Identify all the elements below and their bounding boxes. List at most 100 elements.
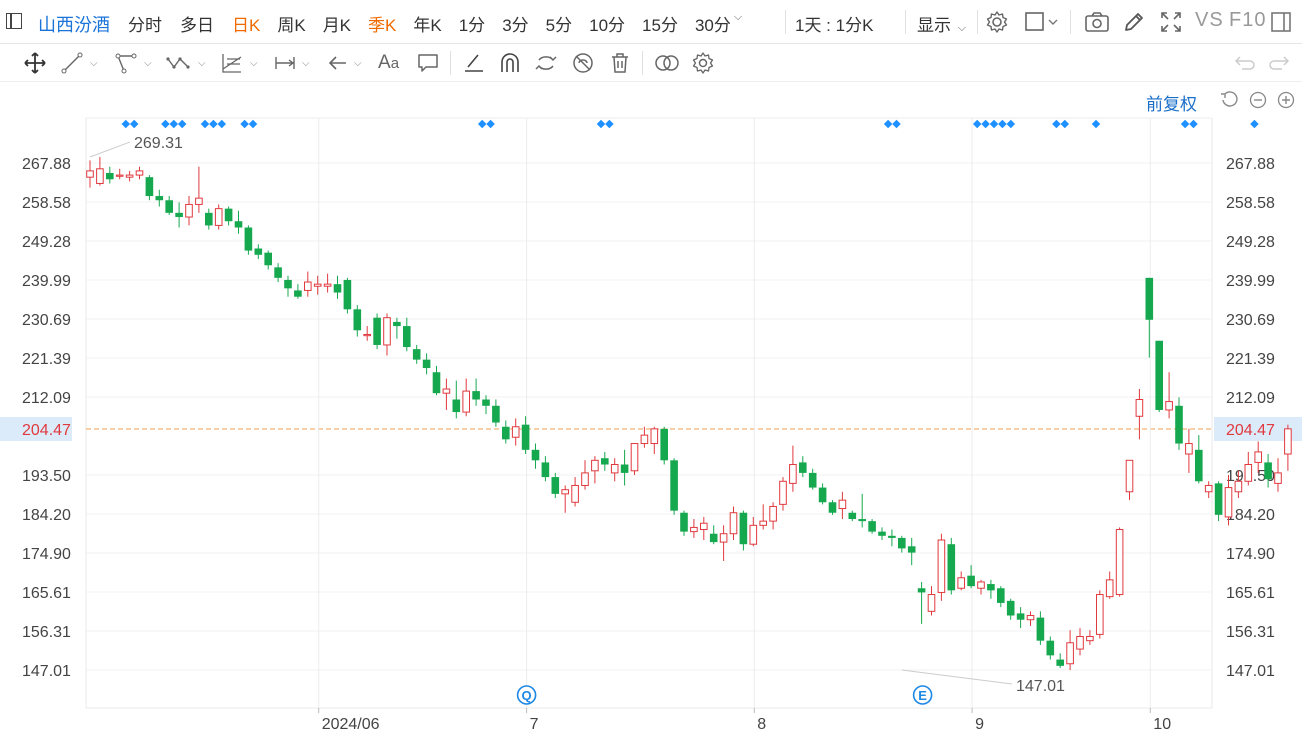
divider	[905, 10, 906, 34]
candle-body-up	[96, 168, 104, 184]
candle-body-up	[769, 505, 777, 522]
y-tick-label-left: 249.28	[22, 234, 71, 251]
redo-icon[interactable]	[1268, 51, 1292, 75]
interval-select[interactable]: 1天 : 1分K	[795, 11, 873, 36]
candle-body-up	[1185, 443, 1193, 455]
side-panel-icon[interactable]	[1268, 9, 1294, 35]
vs-button[interactable]: VS	[1195, 9, 1224, 31]
toolbar-settings-icon[interactable]	[691, 51, 715, 75]
annotations: 269.31 147.01 Q E	[89, 135, 1065, 705]
event-dot	[1091, 119, 1101, 129]
panel-toggle-icon[interactable]	[6, 13, 22, 29]
candle-body-up	[195, 197, 203, 205]
line-tool-icon[interactable]	[60, 51, 84, 75]
tab-10min[interactable]: 10分	[589, 16, 626, 35]
candle-body-up	[1254, 451, 1263, 463]
tab-15min[interactable]: 15分	[642, 16, 678, 35]
y-tick-label-right: 239.99	[1226, 273, 1275, 290]
chevron-down-icon[interactable]: ⌵	[90, 58, 98, 69]
candle-body-down	[660, 428, 668, 461]
candle-body-down	[799, 462, 807, 473]
tab-monthly-k[interactable]: 月K	[322, 16, 352, 35]
tab-quarterly-k[interactable]: 季K	[368, 16, 397, 35]
x-tick-label: 2024/06	[322, 716, 380, 733]
chevron-down-icon[interactable]: ⌵	[354, 58, 362, 69]
zoom-in-icon[interactable]	[1277, 91, 1295, 109]
channel-tool-icon[interactable]	[114, 51, 138, 75]
chevron-down-icon[interactable]: ⌵	[733, 11, 743, 23]
chevron-down-icon[interactable]: ⌵	[198, 58, 206, 69]
tab-30min[interactable]: 30分	[694, 16, 731, 35]
fibonacci-tool-icon[interactable]	[220, 51, 244, 75]
candle-body-down	[353, 309, 362, 331]
divider	[1070, 10, 1071, 34]
candle-body-down	[432, 372, 441, 394]
candle-body-down	[601, 458, 609, 465]
candle-body-up	[571, 484, 579, 503]
arrow-tool-icon[interactable]	[326, 51, 350, 75]
event-dot	[981, 119, 990, 129]
kline-chart[interactable]: 267.88 267.88 258.58 258.58 249.28 249.28 239.…	[0, 82, 1302, 742]
candle-body-down	[878, 531, 886, 536]
candle-body-down	[551, 477, 560, 494]
candle-body-down	[620, 464, 629, 473]
candle-body-down	[1016, 613, 1025, 620]
candle-body-down	[808, 472, 817, 488]
y-tick-label-right: 156.31	[1226, 624, 1275, 641]
stock-name[interactable]: 山西汾酒	[38, 15, 110, 35]
candle-body-up	[1165, 401, 1173, 411]
fullscreen-icon[interactable]	[1158, 9, 1184, 35]
chevron-down-icon[interactable]: ⌵	[250, 58, 258, 69]
candle-body-up	[1125, 459, 1134, 493]
display-menu[interactable]: 显示 ⌵	[917, 11, 966, 36]
reset-icon[interactable]	[1220, 91, 1238, 109]
adjust-mode-button[interactable]: 前复权	[1146, 95, 1197, 114]
y-tick-label-right: 221.39	[1226, 351, 1275, 368]
measure-tool-icon[interactable]	[273, 51, 297, 75]
wave-tool-icon[interactable]	[166, 51, 190, 75]
event-dots	[121, 119, 1259, 129]
candle-body-down	[373, 317, 381, 345]
tab-3min[interactable]: 3分	[502, 16, 529, 35]
tab-weekly-k[interactable]: 周K	[277, 16, 306, 35]
tab-intraday[interactable]: 分时	[128, 16, 162, 35]
f10-button[interactable]: F10	[1229, 9, 1267, 31]
draw-pen-icon[interactable]	[462, 51, 486, 75]
pencil-icon[interactable]	[1121, 9, 1147, 35]
hide-eye-icon[interactable]	[571, 51, 595, 75]
event-dot	[1060, 119, 1070, 129]
layout-square-icon[interactable]	[1022, 9, 1062, 35]
chevron-down-icon[interactable]: ⌵	[144, 58, 152, 69]
candle-body-down	[175, 212, 183, 218]
divider	[977, 10, 978, 34]
comment-tool-icon[interactable]	[416, 51, 440, 75]
event-dot	[161, 119, 170, 129]
move-cross-icon[interactable]	[23, 51, 47, 75]
candle-body-down	[492, 405, 500, 423]
tab-daily-k[interactable]: 日K	[232, 16, 261, 35]
compare-circles-icon[interactable]	[653, 51, 681, 75]
y-tick-label-right: 165.61	[1226, 585, 1275, 602]
candle-body-down	[1155, 340, 1163, 410]
settings-gear-icon[interactable]	[984, 9, 1010, 35]
chevron-down-icon[interactable]: ⌵	[302, 58, 310, 69]
text-tool-icon[interactable]: Aa	[378, 52, 400, 73]
tab-multi-day[interactable]: 多日	[180, 16, 214, 35]
camera-icon[interactable]	[1083, 9, 1111, 35]
tab-yearly-k[interactable]: 年K	[413, 16, 442, 35]
y-tick-label-left: 165.61	[22, 585, 71, 602]
tab-5min[interactable]: 5分	[545, 16, 573, 35]
event-dot	[217, 119, 227, 129]
zoom-out-icon[interactable]	[1249, 91, 1267, 109]
trash-icon[interactable]	[608, 51, 632, 75]
candle-body-up	[462, 390, 470, 413]
y-tick-label-left: 230.69	[22, 312, 71, 329]
sync-icon[interactable]	[534, 51, 558, 75]
tab-1min[interactable]: 1分	[458, 16, 486, 35]
undo-icon[interactable]	[1232, 51, 1256, 75]
candle-body-up	[937, 539, 946, 593]
event-dot	[248, 119, 258, 129]
magnet-icon[interactable]	[498, 51, 522, 75]
candle-body-up	[323, 283, 332, 287]
candle-body-up	[363, 333, 371, 337]
